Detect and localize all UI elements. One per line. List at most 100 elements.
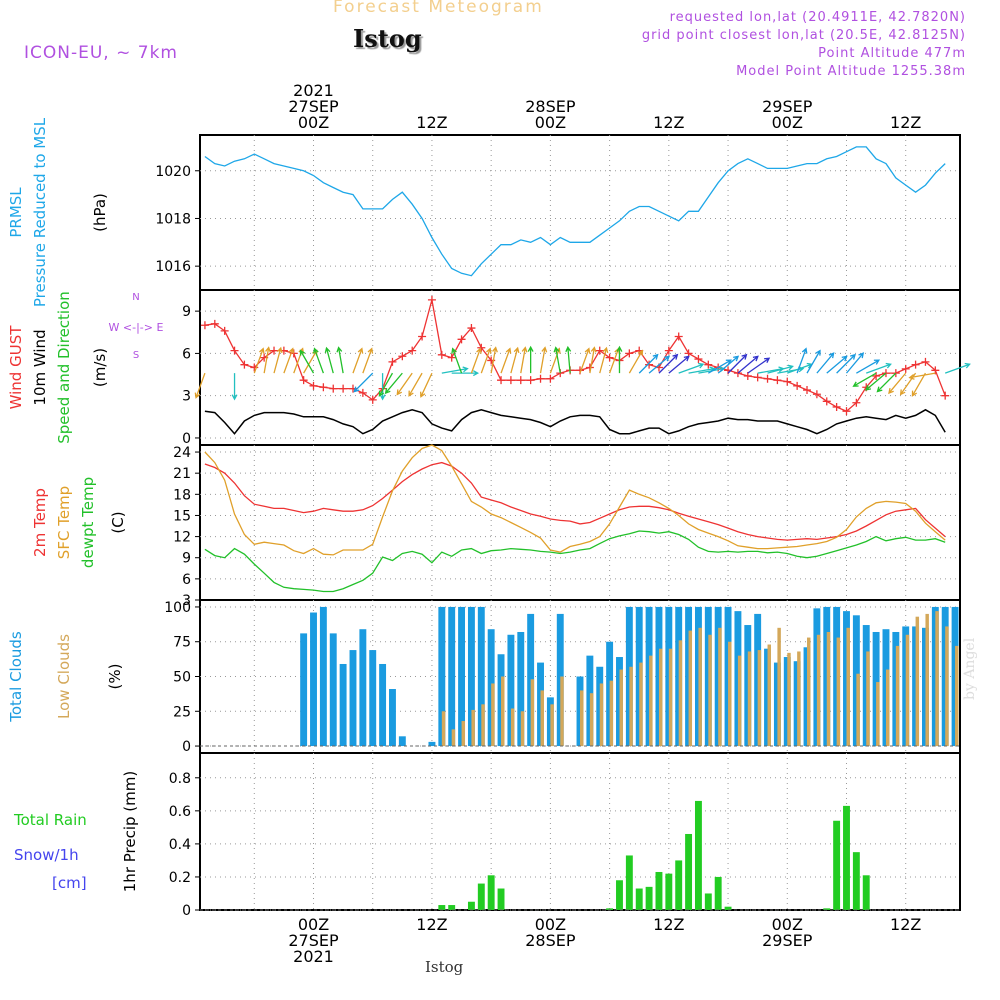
- wind-arrow: [856, 359, 881, 374]
- gust-marker: [516, 376, 525, 385]
- compass-west-east: W <-|-> E: [109, 321, 164, 334]
- bar-total-rain: [675, 860, 683, 910]
- gust-marker: [625, 349, 634, 358]
- series-line-dewpt-temp: [204, 530, 946, 593]
- time-label-bottom: 00Z: [298, 915, 329, 934]
- gust-marker: [388, 357, 397, 366]
- bar-low-clouds: [757, 650, 762, 747]
- bar-low-clouds: [846, 627, 850, 747]
- model-altitude: Model Point Altitude 1255.38m: [736, 64, 966, 79]
- gust-marker: [743, 371, 752, 380]
- gust-marker: [812, 390, 821, 399]
- bar-total-rain: [635, 888, 643, 910]
- bar-total-rain: [467, 901, 475, 910]
- y-tick-label: 100: [164, 600, 191, 616]
- y-axis-label: (C): [109, 511, 127, 533]
- wind-arrow: [378, 372, 394, 397]
- bar-low-clouds: [728, 641, 732, 747]
- bar-low-clouds: [885, 669, 890, 747]
- gust-marker: [457, 335, 466, 344]
- panel-2: 3 6 9 12 15 18 21 24 2m Temp SFC Temp dewpt Temp (C…: [31, 444, 961, 609]
- wind-arrow: [767, 364, 794, 374]
- bar-low-clouds: [836, 637, 841, 747]
- gust-marker: [526, 376, 535, 385]
- wind-arrow: [451, 347, 463, 374]
- y-axis-label: (%): [106, 664, 124, 690]
- bar-total-clouds: [310, 612, 317, 747]
- bar-low-clouds: [580, 690, 584, 747]
- y-tick-label: 0: [182, 903, 191, 919]
- y-axis-label: (m/s): [91, 348, 109, 387]
- bar-total-rain: [714, 876, 722, 910]
- time-label-top: 12Z: [653, 113, 684, 132]
- bar-total-clouds: [467, 606, 475, 747]
- gust-marker: [822, 397, 831, 406]
- gust-marker: [753, 373, 762, 382]
- y-tick-label: 12: [173, 530, 191, 546]
- bar-total-rain: [645, 886, 653, 910]
- gust-marker: [418, 332, 427, 341]
- bar-low-clouds: [461, 721, 466, 747]
- wind-arrow: [658, 353, 679, 374]
- wind-arrow: [747, 357, 771, 374]
- y-axis-label: (hPa): [91, 193, 109, 232]
- panel-frame: [199, 444, 961, 601]
- bar-low-clouds: [639, 662, 643, 747]
- gust-marker: [270, 346, 279, 355]
- panel-4: 0 0.2 0.4 0.6 0.8 Total Rain Snow/1h [cm] 1hr Pr…: [13, 752, 961, 919]
- y-tick-label: 6: [182, 346, 191, 362]
- wind-arrow: [510, 346, 520, 374]
- time-label-top: 27SEP: [288, 97, 339, 116]
- wind-arrow: [806, 349, 821, 374]
- bar-total-rain: [665, 873, 673, 910]
- panel-label: 2m Temp: [31, 488, 49, 557]
- time-label-bottom: 12Z: [416, 915, 447, 934]
- bar-total-clouds: [379, 663, 387, 747]
- time-label-top: 2021: [293, 81, 334, 100]
- gust-marker: [200, 321, 209, 330]
- gust-marker: [339, 384, 348, 393]
- wind-arrow: [500, 347, 512, 374]
- y-tick-label: 21: [173, 466, 191, 482]
- time-label-bottom: 00Z: [772, 915, 803, 934]
- gust-marker: [398, 352, 407, 361]
- gust-marker: [427, 295, 436, 304]
- wind-arrow: [638, 353, 659, 374]
- panel-label: [cm]: [52, 874, 87, 892]
- gust-marker: [941, 391, 950, 400]
- bar-total-clouds: [349, 650, 357, 747]
- gust-marker: [329, 384, 338, 393]
- gust-marker: [299, 376, 308, 385]
- location-title: Istog: [353, 24, 422, 53]
- gust-marker: [220, 326, 229, 335]
- bar-low-clouds: [668, 648, 673, 747]
- wind-arrow: [379, 373, 386, 401]
- series-line-prmsl: [204, 146, 946, 277]
- wind-arrow: [313, 347, 324, 374]
- bar-total-clouds: [398, 736, 406, 747]
- wind-arrow: [539, 346, 548, 374]
- y-tick-label: 1020: [155, 164, 191, 180]
- bar-total-rain: [616, 880, 623, 910]
- wind-arrow: [324, 346, 334, 374]
- series-line-10m-wind: [204, 408, 946, 435]
- y-tick-label: 25: [173, 704, 191, 720]
- y-axis-label: 1hr Precip (mm): [121, 771, 139, 892]
- bar-low-clouds: [491, 683, 495, 747]
- wind-arrow: [628, 349, 644, 374]
- series-line-2m-temp: [204, 461, 946, 541]
- wind-arrow: [490, 346, 498, 374]
- wind-arrow: [565, 345, 572, 374]
- gust-marker: [901, 364, 910, 373]
- panel-label: Wind GUST: [7, 325, 25, 410]
- wind-arrow: [362, 347, 374, 374]
- gust-marker: [230, 346, 239, 355]
- time-label-bottom: 27SEP: [288, 931, 339, 950]
- time-label-bottom: 12Z: [890, 915, 921, 934]
- panel-label: Low Clouds: [55, 634, 73, 719]
- wind-arrow: [944, 362, 971, 374]
- wind-arrow: [852, 372, 877, 387]
- bar-total-rain: [438, 905, 446, 910]
- gust-marker: [506, 376, 515, 385]
